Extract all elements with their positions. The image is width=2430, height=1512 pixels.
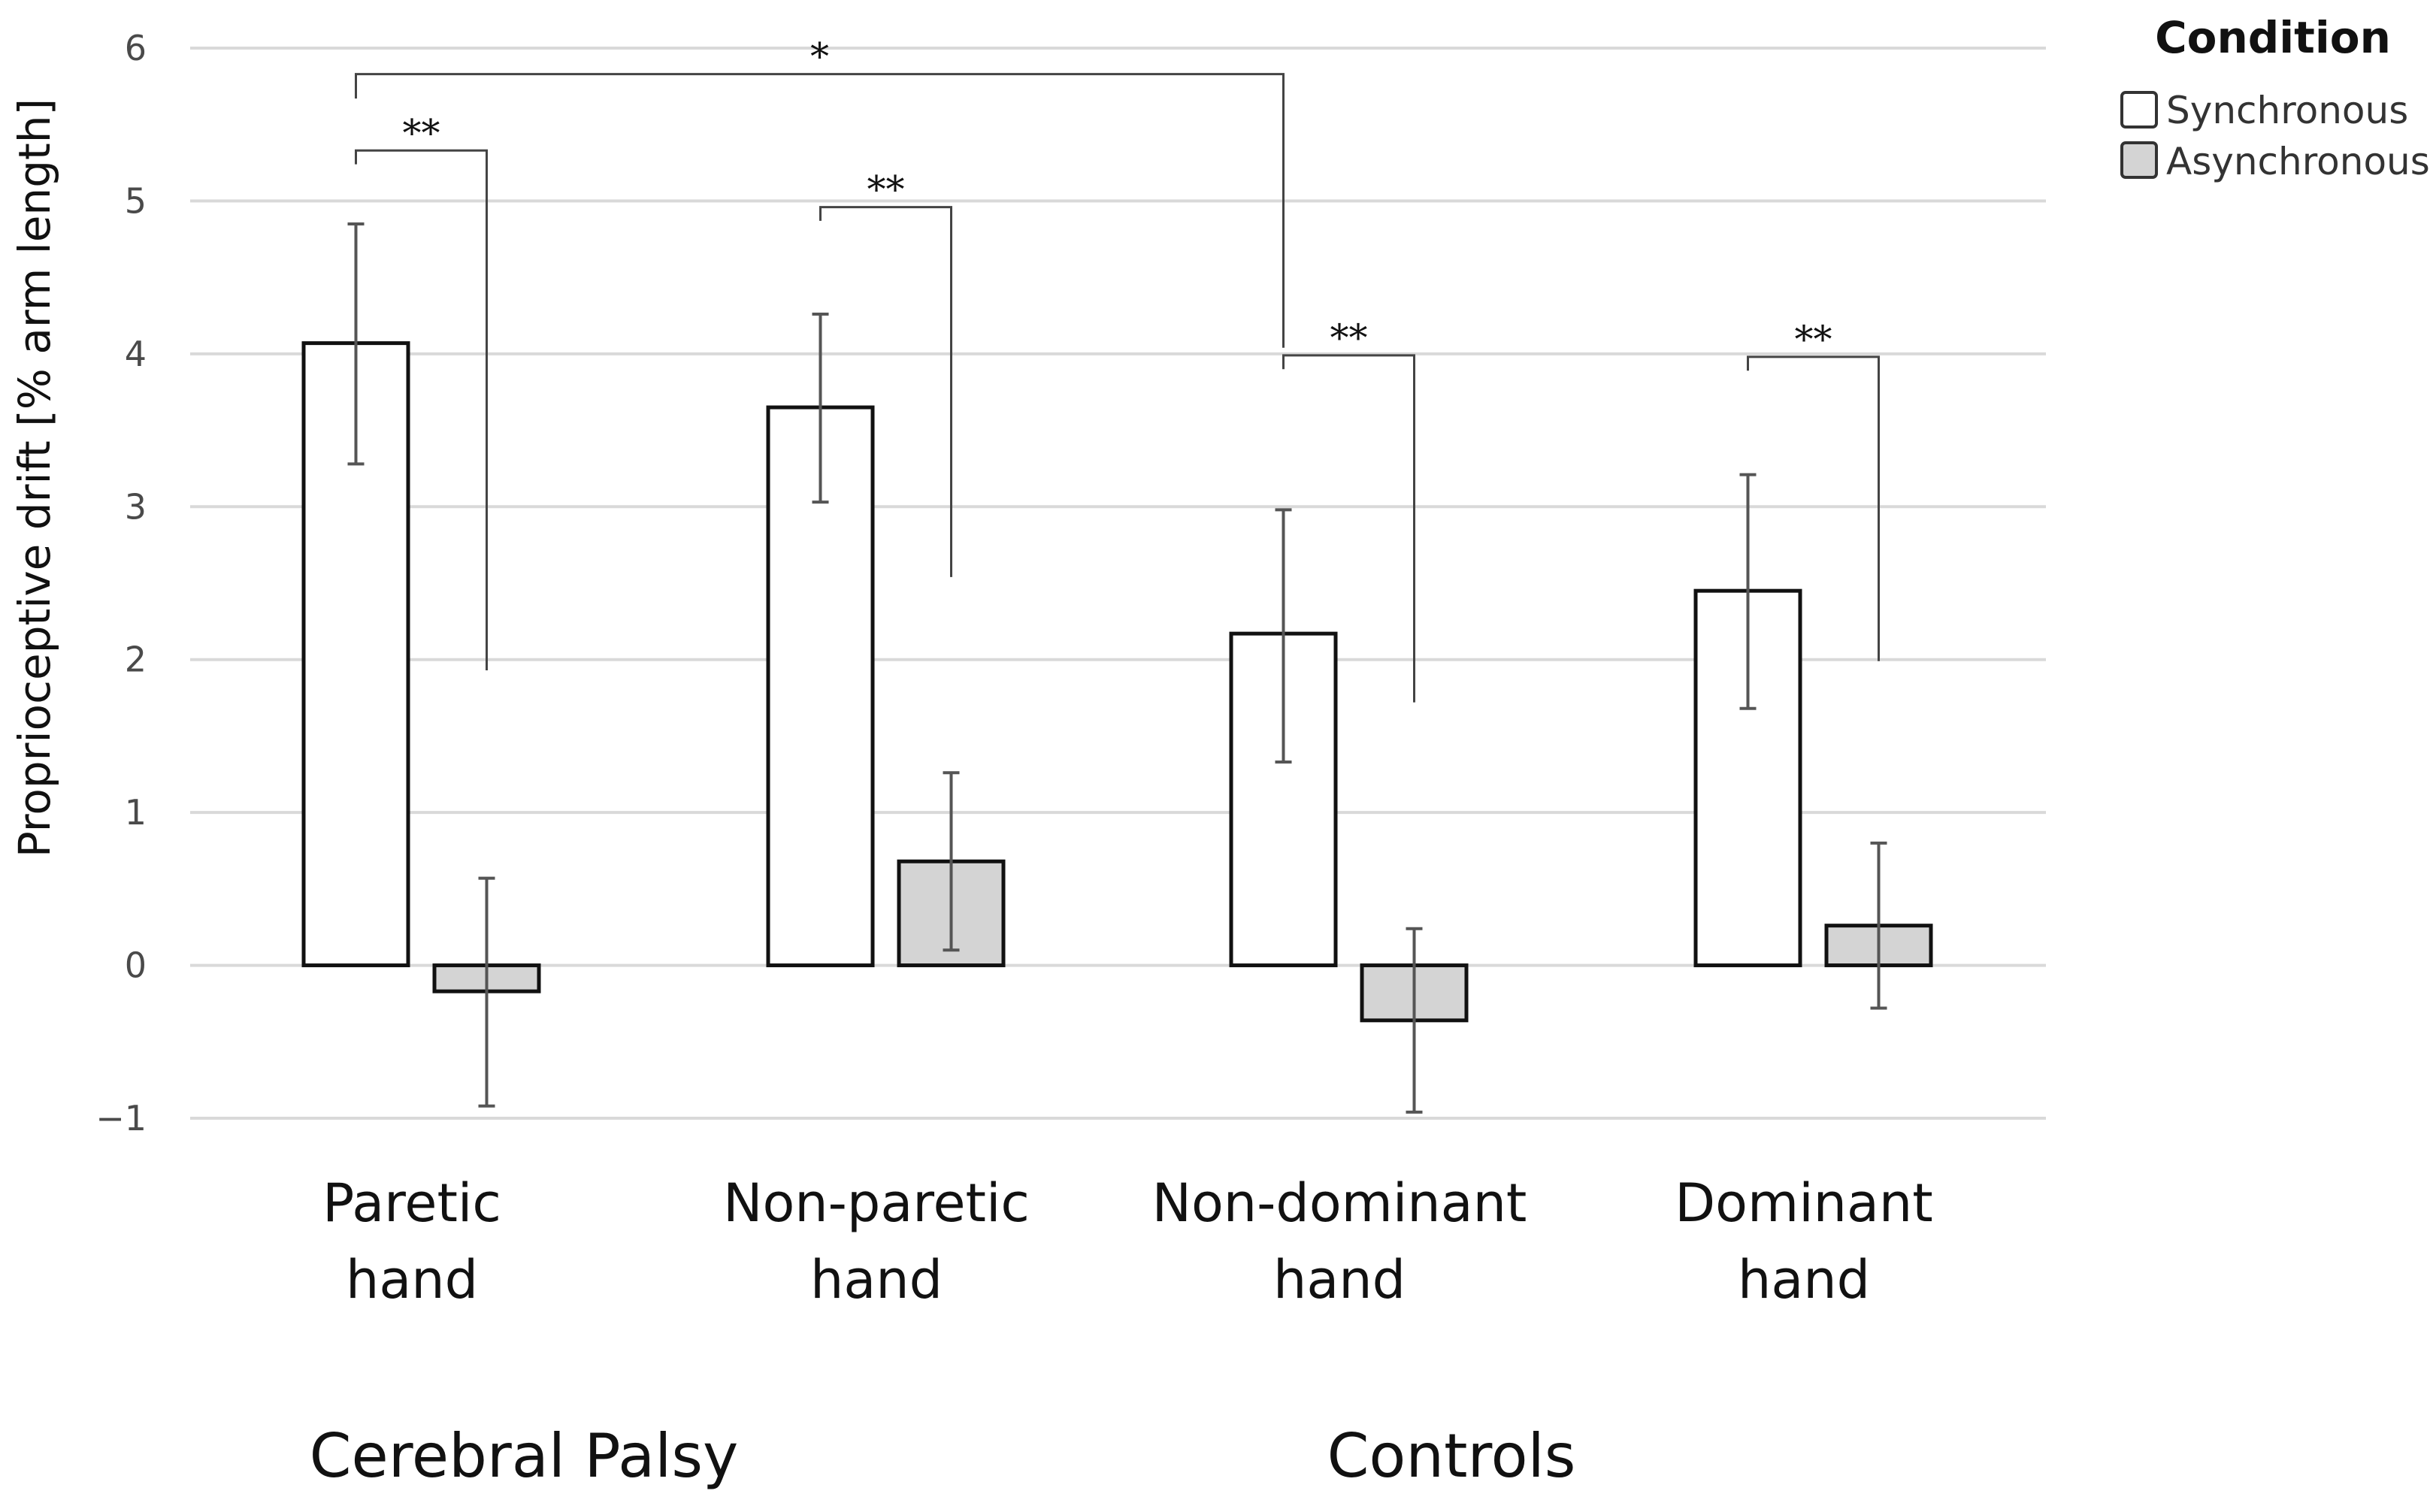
category-label: Non-dominant hand	[1152, 1172, 1527, 1311]
significance-brackets: ****** ***	[355, 35, 1880, 703]
group-label: Controls	[1327, 1421, 1576, 1491]
legend-title: Condition	[2155, 12, 2391, 63]
legend-label-synchronous: Synchronous	[2166, 89, 2408, 132]
y-tick-labels: −1 0 1 2 3 4 5 6	[95, 28, 147, 1139]
category-label-line: Dominant	[1675, 1172, 1932, 1234]
y-tick-label: 3	[125, 486, 147, 527]
category-label: Dominant hand	[1675, 1172, 1932, 1311]
significance-bracket	[355, 149, 488, 670]
significance-label: **	[867, 168, 905, 212]
y-tick-label: 6	[125, 28, 147, 68]
legend-swatch-asynchronous	[2120, 141, 2158, 179]
y-axis-title: Proprioceptive drift [% arm length]	[9, 98, 60, 857]
category-label-line: hand	[1273, 1249, 1406, 1311]
error-bars	[347, 222, 1887, 1114]
category-labels: Paretic hand Non-paretic hand Non-dominant ha…	[322, 1172, 1933, 1311]
significance-bracket	[819, 206, 952, 577]
y-tick-label: 0	[125, 945, 147, 986]
significance-bracket	[1282, 354, 1415, 703]
legend-swatch-synchronous	[2120, 91, 2158, 129]
y-tick-label: 4	[125, 334, 147, 374]
category-label: Non-paretic hand	[723, 1172, 1030, 1311]
category-label: Paretic hand	[322, 1172, 501, 1311]
group-labels: Cerebral Palsy Controls	[310, 1421, 1576, 1491]
category-label-line: Paretic	[322, 1172, 501, 1234]
significance-label: **	[1795, 318, 1832, 361]
y-tick-label: 5	[125, 180, 147, 221]
category-label-line: Non-dominant	[1152, 1172, 1527, 1234]
category-label-line: hand	[346, 1249, 478, 1311]
group-label: Cerebral Palsy	[310, 1421, 739, 1491]
significance-label: **	[403, 111, 440, 155]
significance-bracket	[355, 73, 1285, 348]
legend: Condition Synchronous Asynchronous	[2120, 12, 2430, 183]
bars	[301, 341, 1933, 1023]
y-tick-label: 1	[125, 792, 147, 833]
legend-label-asynchronous: Asynchronous	[2166, 140, 2430, 183]
significance-label: *	[810, 35, 829, 79]
category-label-line: hand	[1738, 1249, 1870, 1311]
category-label-line: Non-paretic	[723, 1172, 1030, 1234]
significance-label: **	[1330, 316, 1368, 360]
y-tick-label: 2	[125, 640, 147, 680]
significance-bracket	[1747, 355, 1880, 661]
y-tick-label: −1	[95, 1098, 147, 1139]
category-label-line: hand	[810, 1249, 943, 1311]
